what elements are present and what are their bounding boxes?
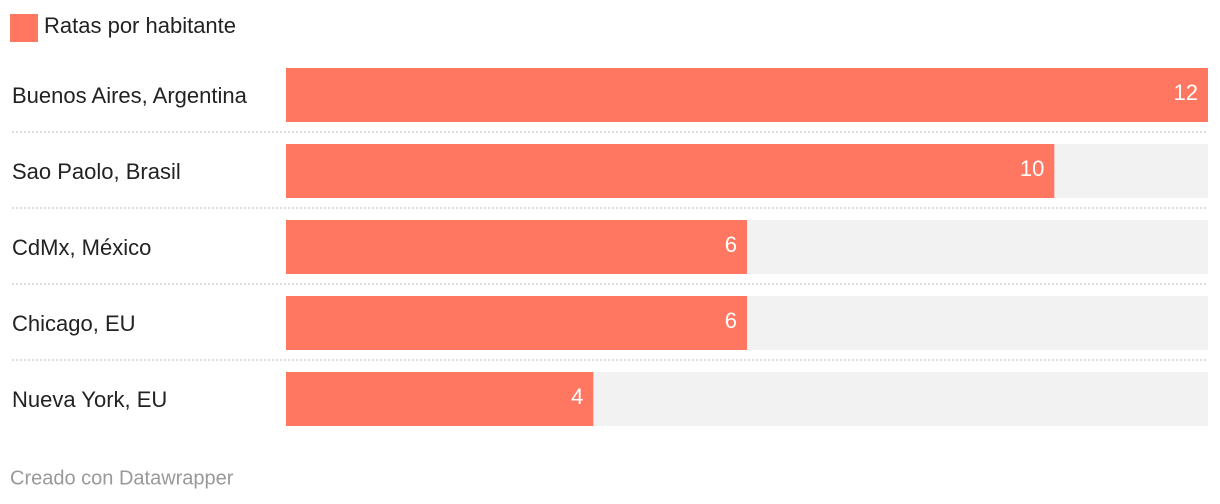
legend-label: Ratas por habitante — [44, 13, 236, 38]
value-label: 4 — [571, 384, 583, 409]
category-label: Sao Paolo, Brasil — [12, 159, 181, 184]
bar — [286, 220, 747, 274]
value-label: 6 — [725, 232, 737, 257]
credit: Creado con Datawrapper — [10, 467, 234, 489]
category-label: Chicago, EU — [12, 311, 136, 336]
value-label: 10 — [1020, 156, 1044, 181]
value-label: 12 — [1174, 80, 1198, 105]
legend-swatch — [10, 14, 38, 42]
bar — [286, 68, 1208, 122]
category-label: Buenos Aires, Argentina — [12, 83, 248, 108]
value-label: 6 — [725, 308, 737, 333]
bar — [286, 144, 1055, 198]
category-label: Nueva York, EU — [12, 387, 167, 412]
category-label: CdMx, México — [12, 235, 151, 260]
bar — [286, 296, 747, 350]
bar — [286, 372, 594, 426]
